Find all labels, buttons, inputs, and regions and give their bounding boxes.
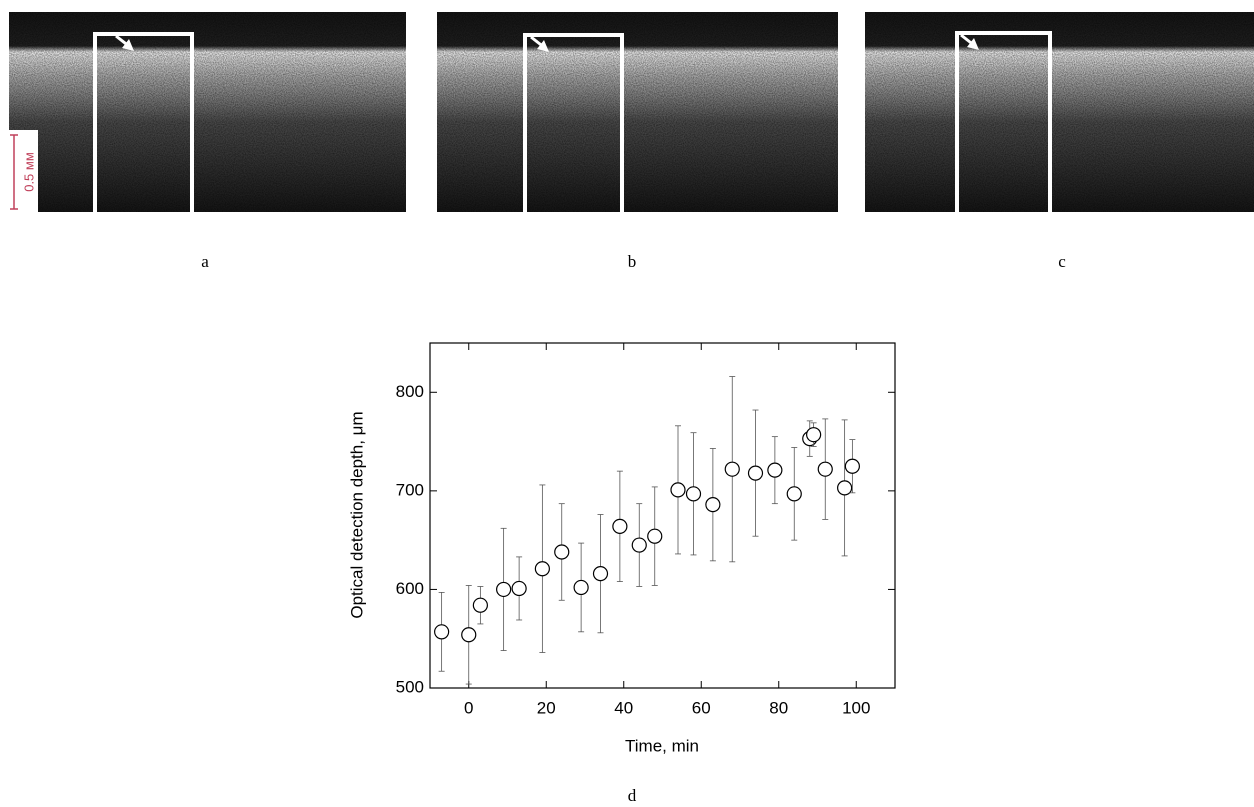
data-point: [705, 497, 721, 513]
data-point: [806, 427, 822, 443]
data-point: [496, 581, 512, 598]
y-tick-label: 700: [396, 480, 424, 499]
roi-box: [93, 32, 194, 212]
data-point: [647, 528, 663, 544]
oct-speckle: [865, 12, 1254, 212]
roi-box: [955, 31, 1052, 212]
data-point: [592, 566, 609, 582]
data-point: [670, 482, 686, 498]
x-tick-label: 100: [842, 698, 870, 717]
data-point: [573, 579, 589, 596]
data-point: [511, 580, 527, 597]
roi-box: [523, 33, 624, 212]
data-point: [631, 537, 647, 553]
x-tick-label: 40: [614, 698, 633, 717]
scale-bar-label: 0.5 мм: [21, 152, 36, 192]
arrow-head: [967, 38, 979, 50]
panel-label: c: [1058, 252, 1066, 271]
data-point: [844, 458, 860, 474]
data-point: [534, 561, 550, 577]
arrow-head: [537, 40, 549, 52]
data-point: [837, 480, 853, 496]
y-axis-title: Optical detection depth, μm: [347, 411, 366, 618]
image-panels: [9, 12, 1254, 212]
x-tick-label: 80: [769, 698, 788, 717]
oct-speckle: [9, 12, 406, 212]
y-tick-label: 800: [396, 382, 424, 401]
plot-frame: [429, 342, 896, 689]
panel-label: a: [201, 252, 209, 271]
arrow-head: [122, 39, 134, 51]
data-point: [724, 461, 740, 477]
data-point: [767, 462, 783, 478]
data-point: [461, 627, 477, 643]
data-point: [685, 486, 702, 502]
x-tick-label: 0: [464, 698, 473, 717]
oct-speckle: [437, 12, 838, 212]
data-point: [786, 486, 802, 502]
y-tick-label: 500: [396, 677, 424, 696]
x-tick-label: 20: [537, 698, 556, 717]
data-point: [434, 624, 450, 640]
panel-label: d: [628, 786, 637, 805]
data-point: [472, 597, 488, 613]
x-tick-label: 60: [692, 698, 711, 717]
data-point: [554, 544, 570, 560]
data-point: [817, 461, 833, 477]
data-point: [612, 518, 628, 534]
y-tick-label: 600: [396, 579, 424, 598]
panel-label: b: [628, 252, 637, 271]
data-point: [747, 465, 764, 481]
x-axis-title: Time, min: [625, 736, 699, 755]
